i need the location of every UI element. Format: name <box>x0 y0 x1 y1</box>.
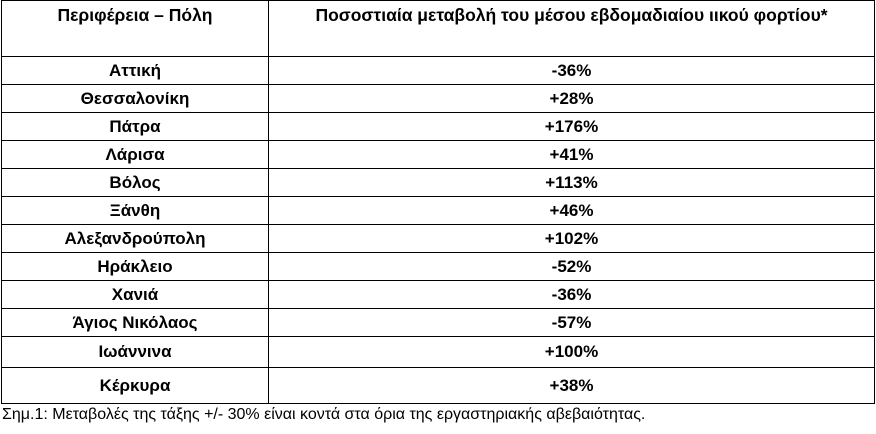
table-row: Ξάνθη +46% <box>1 196 875 225</box>
region-cell: Βόλος <box>1 168 269 197</box>
change-cell: +28% <box>268 84 875 113</box>
change-cell: -52% <box>268 252 875 281</box>
change-cell: -57% <box>268 308 875 337</box>
change-cell: +113% <box>268 168 875 197</box>
region-cell: Άγιος Νικόλαος <box>1 308 269 337</box>
change-cell: +102% <box>268 224 875 253</box>
table-row: Αλεξανδρούπολη +102% <box>1 224 875 253</box>
region-cell: Θεσσαλονίκη <box>1 84 269 113</box>
region-cell: Πάτρα <box>1 112 269 141</box>
footnote: Σημ.1: Μεταβολές της τάξης +/- 30% είναι… <box>2 406 646 423</box>
region-cell: Κέρκυρα <box>1 367 269 404</box>
region-cell: Ξάνθη <box>1 196 269 225</box>
table-row: Αττική -36% <box>1 56 875 85</box>
table-row: Βόλος +113% <box>1 168 875 197</box>
table-row: Χανιά -36% <box>1 280 875 309</box>
change-cell: +100% <box>268 336 875 368</box>
region-cell: Χανιά <box>1 280 269 309</box>
change-cell: +41% <box>268 140 875 169</box>
region-cell: Ιωάννινα <box>1 336 269 368</box>
region-cell: Ηράκλειο <box>1 252 269 281</box>
change-cell: +176% <box>268 112 875 141</box>
header-cell: Ποσοστιαία μεταβολή του μέσου εβδομαδιαί… <box>268 0 875 57</box>
header-cell: Περιφέρεια – Πόλη <box>1 0 269 57</box>
change-cell: +38% <box>268 367 875 404</box>
table-row: Λάρισα +41% <box>1 140 875 169</box>
table-row: Ηράκλειο -52% <box>1 252 875 281</box>
table-row: Άγιος Νικόλαος -57% <box>1 308 875 337</box>
region-cell: Αλεξανδρούπολη <box>1 224 269 253</box>
table-row: Πάτρα +176% <box>1 112 875 141</box>
table-row: Κέρκυρα +38% <box>1 367 875 404</box>
change-cell: -36% <box>268 56 875 85</box>
header-row: Περιφέρεια – Πόλη Ποσοστιαία μεταβολή το… <box>1 0 875 57</box>
region-cell: Αττική <box>1 56 269 85</box>
table-body: Αττική -36% Θεσσαλονίκη +28% Πάτρα +176% Λάρισ… <box>1 56 875 404</box>
change-cell: -36% <box>268 280 875 309</box>
region-cell: Λάρισα <box>1 140 269 169</box>
table-row: Ιωάννινα +100% <box>1 336 875 368</box>
data-table: Περιφέρεια – Πόλη Ποσοστιαία μεταβολή το… <box>1 0 875 404</box>
change-cell: +46% <box>268 196 875 225</box>
table-row: Θεσσαλονίκη +28% <box>1 84 875 113</box>
